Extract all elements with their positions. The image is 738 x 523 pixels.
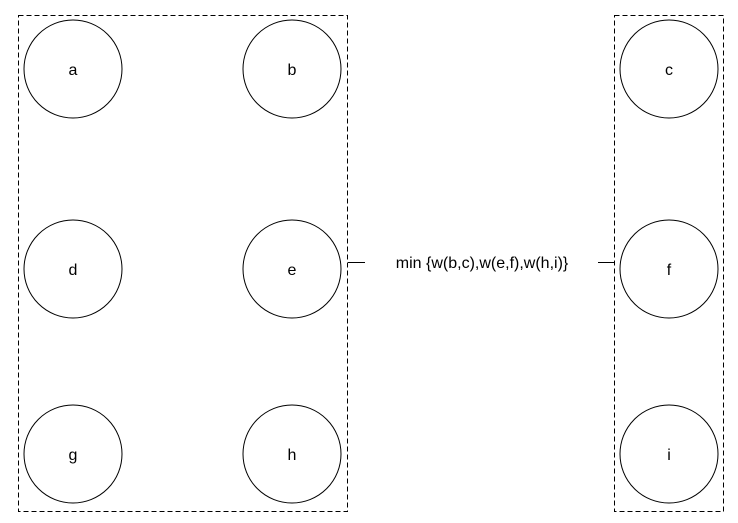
left-group-box [18,15,348,512]
node-e: e [242,219,342,319]
node-g-label: g [69,447,78,464]
node-a-circle [23,19,123,119]
connection-label: min {w(b,c),w(e,f),w(h,i)} [396,255,569,272]
node-f: f [619,219,719,319]
node-b-circle [242,19,342,119]
node-h-label: h [288,447,297,464]
node-d-circle [23,219,123,319]
node-a-label: a [69,62,78,79]
node-b: b [242,19,342,119]
node-e-circle [242,219,342,319]
node-c: c [619,19,719,119]
node-h: h [242,404,342,504]
node-h-circle [242,404,342,504]
node-g: g [23,404,123,504]
node-b-label: b [288,62,297,79]
node-c-label: c [665,62,673,79]
node-f-label: f [667,262,672,279]
right-group-box [614,15,724,512]
node-i: i [619,404,719,504]
node-f-circle [619,219,719,319]
node-i-label: i [667,447,671,464]
node-d-label: d [69,262,78,279]
node-c-circle [619,19,719,119]
node-i-circle [619,404,719,504]
node-g-circle [23,404,123,504]
node-d: d [23,219,123,319]
node-a: a [23,19,123,119]
node-e-label: e [288,262,297,279]
